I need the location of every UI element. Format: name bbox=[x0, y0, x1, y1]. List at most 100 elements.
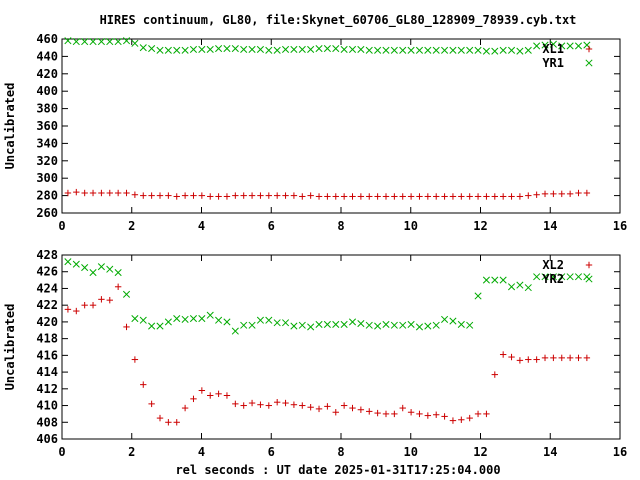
chart-title: HIRES continuum, GL80, file:Skynet_60706… bbox=[100, 13, 577, 28]
data-point-XL2 bbox=[374, 409, 381, 417]
data-point-XL2 bbox=[474, 410, 482, 418]
y-tick-label: 410 bbox=[36, 399, 58, 413]
x-tick-label: 12 bbox=[473, 219, 487, 233]
data-point-XL2 bbox=[541, 354, 549, 362]
data-point-YR1 bbox=[307, 45, 315, 53]
data-point-XL1 bbox=[181, 192, 189, 199]
data-point-XL2 bbox=[332, 409, 339, 416]
data-point-YR2 bbox=[156, 322, 164, 330]
data-point-YR1 bbox=[399, 46, 407, 54]
data-point-XL2 bbox=[324, 403, 331, 410]
plot-frame bbox=[61, 38, 621, 214]
data-point-XL2 bbox=[173, 419, 180, 426]
data-point-XL1 bbox=[340, 193, 348, 200]
data-point-YR2 bbox=[524, 284, 532, 292]
data-point-YR1 bbox=[348, 45, 357, 53]
data-point-YR2 bbox=[248, 321, 256, 329]
data-point-YR2 bbox=[507, 283, 516, 291]
y-tick-label: 400 bbox=[36, 84, 58, 98]
data-point-YR2 bbox=[482, 276, 490, 284]
data-point-YR1 bbox=[265, 46, 273, 54]
data-point-XL2 bbox=[441, 413, 448, 420]
data-point-XL1 bbox=[140, 192, 147, 199]
data-point-YR1 bbox=[189, 45, 198, 53]
data-point-YR1 bbox=[206, 45, 214, 53]
x-tick-label: 10 bbox=[404, 445, 418, 459]
data-point-XL1 bbox=[64, 189, 72, 197]
data-point-YR1 bbox=[382, 46, 390, 54]
y-tick-label: 460 bbox=[36, 32, 58, 46]
y-tick-label: 440 bbox=[36, 49, 58, 63]
x-tick-label: 14 bbox=[543, 445, 557, 459]
data-point-YR1 bbox=[290, 45, 298, 53]
data-point-XL1 bbox=[282, 192, 289, 199]
data-point-YR1 bbox=[139, 44, 147, 52]
data-point-YR2 bbox=[566, 273, 574, 281]
data-point-XL1 bbox=[248, 192, 256, 199]
y-tick-label: 418 bbox=[36, 332, 58, 346]
data-point-YR2 bbox=[114, 269, 122, 277]
data-point-YR1 bbox=[441, 46, 449, 54]
data-point-YR2 bbox=[466, 321, 474, 329]
data-point-YR2 bbox=[432, 321, 440, 329]
data-point-YR1 bbox=[231, 45, 239, 53]
data-point-XL1 bbox=[558, 190, 565, 198]
data-point-XL2 bbox=[223, 392, 231, 399]
data-point-XL1 bbox=[307, 192, 314, 199]
data-point-YR1 bbox=[114, 38, 122, 46]
data-point-YR1 bbox=[181, 46, 189, 54]
legend-label: YR2 bbox=[542, 272, 564, 286]
data-point-YR1 bbox=[256, 45, 264, 53]
data-point-YR1 bbox=[323, 45, 331, 53]
x-tick-label: 4 bbox=[198, 219, 205, 233]
data-point-XL1 bbox=[332, 193, 339, 200]
data-point-YR1 bbox=[499, 46, 507, 54]
data-point-YR2 bbox=[307, 323, 315, 331]
data-point-XL2 bbox=[148, 400, 155, 408]
data-point-YR1 bbox=[156, 46, 164, 54]
data-point-XL2 bbox=[106, 296, 113, 304]
x-tick-label: 0 bbox=[58, 445, 65, 459]
y-tick-label: 420 bbox=[36, 315, 58, 329]
data-point-XL1 bbox=[441, 193, 448, 200]
y-tick-label: 360 bbox=[36, 119, 58, 133]
data-point-YR1 bbox=[374, 46, 382, 54]
data-point-YR2 bbox=[340, 320, 348, 328]
data-point-YR1 bbox=[390, 46, 398, 54]
data-point-YR1 bbox=[148, 45, 156, 53]
data-point-XL1 bbox=[165, 192, 172, 199]
data-point-YR2 bbox=[365, 321, 373, 329]
data-point-XL2 bbox=[357, 406, 365, 413]
data-point-XL1 bbox=[583, 189, 591, 197]
data-point-YR1 bbox=[491, 47, 499, 55]
data-point-XL2 bbox=[64, 306, 72, 313]
data-point-XL2 bbox=[491, 371, 498, 378]
data-point-XL2 bbox=[282, 399, 289, 407]
data-point-YR1 bbox=[281, 45, 290, 53]
data-point-XL2 bbox=[433, 411, 440, 418]
data-point-XL1 bbox=[349, 193, 356, 200]
data-point-YR2 bbox=[491, 276, 499, 284]
data-point-XL1 bbox=[257, 192, 264, 199]
data-point-YR2 bbox=[541, 273, 549, 281]
data-point-YR1 bbox=[466, 46, 474, 54]
data-point-XL2 bbox=[290, 401, 298, 408]
data-point-YR2 bbox=[298, 321, 306, 329]
y-tick-label: 380 bbox=[36, 102, 58, 116]
data-point-XL1 bbox=[207, 193, 214, 200]
data-point-XL2 bbox=[340, 402, 348, 409]
data-point-YR1 bbox=[507, 46, 516, 54]
data-point-XL1 bbox=[131, 191, 139, 198]
data-point-XL1 bbox=[290, 192, 298, 199]
data-point-YR2 bbox=[441, 315, 449, 323]
y-axis-label: Uncalibrated bbox=[3, 83, 17, 170]
x-tick-label: 6 bbox=[268, 445, 275, 459]
data-point-YR2 bbox=[357, 320, 365, 328]
data-point-XL2 bbox=[499, 351, 507, 358]
data-point-YR1 bbox=[97, 38, 105, 46]
data-point-XL1 bbox=[73, 188, 80, 196]
data-point-YR1 bbox=[223, 45, 231, 53]
data-point-XL1 bbox=[123, 189, 130, 197]
data-point-XL2 bbox=[257, 401, 264, 408]
data-point-XL1 bbox=[81, 189, 88, 197]
